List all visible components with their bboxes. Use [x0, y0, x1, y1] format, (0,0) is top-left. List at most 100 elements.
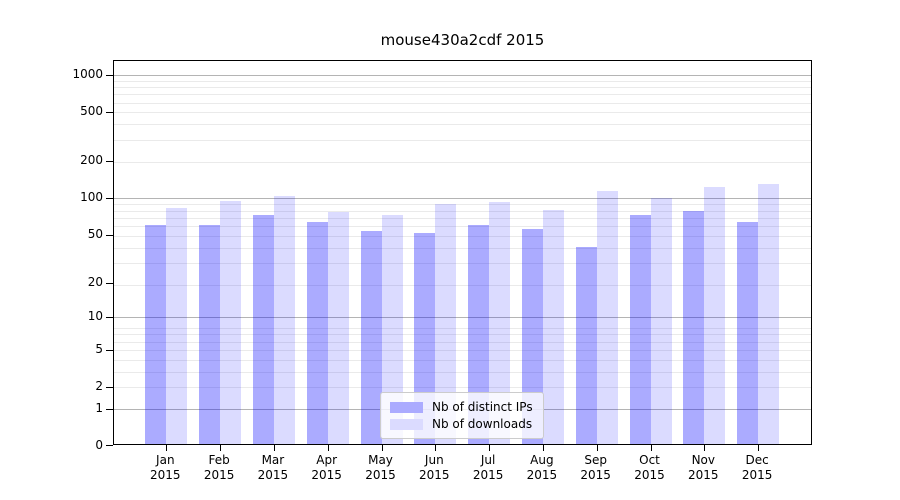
y-gridline-minor [114, 87, 811, 89]
y-axis-tick [106, 112, 113, 114]
y-tick-label: 1 [95, 400, 103, 415]
y-tick-label: 20 [87, 274, 103, 289]
y-axis-tick [106, 317, 113, 319]
y-gridline-minor [114, 263, 811, 265]
x-axis-tick [758, 444, 760, 451]
bar-distinct-ips [360, 230, 382, 444]
bar-downloads [758, 183, 780, 444]
y-axis-tick [106, 161, 113, 163]
x-axis-tick [273, 444, 275, 451]
bar-downloads [542, 210, 564, 444]
y-gridline-minor [114, 247, 811, 249]
x-axis-tick [166, 444, 168, 451]
y-tick-label: 500 [80, 104, 103, 119]
bar-distinct-ips [306, 222, 328, 444]
x-axis-tick [489, 444, 491, 451]
x-tick-label: Sep 2015 [580, 453, 611, 482]
y-gridline-minor [114, 102, 811, 104]
x-tick-label: Apr 2015 [311, 453, 342, 482]
bar-distinct-ips [737, 221, 759, 444]
x-axis-tick [542, 444, 544, 451]
bar-distinct-ips [575, 247, 597, 444]
bar-downloads [489, 202, 511, 444]
legend-label-downloads: Nb of downloads [432, 417, 533, 431]
legend-label-distinct-ips: Nb of distinct IPs [432, 400, 533, 414]
y-gridline-minor [114, 139, 811, 141]
legend-item-distinct-ips: Nb of distinct IPs [390, 399, 534, 415]
y-gridline-minor [114, 217, 811, 219]
y-tick-label: 1000 [72, 67, 103, 82]
bar-downloads [650, 198, 672, 444]
legend-item-downloads: Nb of downloads [390, 416, 534, 432]
y-gridline-minor [114, 210, 811, 212]
y-gridline-major [114, 75, 811, 77]
x-tick-label: Aug 2015 [526, 453, 558, 482]
y-gridline-minor [114, 285, 811, 287]
bar-downloads [596, 191, 618, 444]
plot-area [106, 60, 812, 451]
bar-distinct-ips [414, 232, 436, 444]
bar-distinct-ips [521, 228, 543, 444]
x-tick-label: Feb 2015 [203, 453, 235, 482]
y-tick-label: 100 [80, 190, 103, 205]
x-axis-tick [381, 444, 383, 451]
y-gridline-major [114, 198, 811, 200]
x-tick-label: Mar 2015 [257, 453, 289, 482]
y-tick-label: 5 [95, 341, 103, 356]
bar-downloads [220, 201, 242, 444]
y-gridline-major [114, 317, 811, 319]
y-gridline-minor [114, 371, 811, 373]
y-tick-label: 50 [87, 226, 103, 241]
y-gridline-minor [114, 94, 811, 96]
legend-swatch-downloads [390, 418, 423, 430]
y-gridline-minor [114, 112, 811, 114]
bar-downloads [166, 208, 188, 444]
x-axis-tick [220, 444, 222, 451]
y-gridline-minor [114, 359, 811, 361]
x-axis-tick [327, 444, 329, 451]
y-axis-tick [106, 75, 113, 77]
y-gridline-minor [114, 341, 811, 343]
y-tick-label: 0 [95, 438, 103, 452]
bar-distinct-ips [199, 225, 221, 444]
bar-distinct-ips [629, 215, 651, 444]
y-tick-label: 200 [80, 153, 103, 168]
y-tick-label: 10 [87, 309, 103, 324]
y-gridline-minor [114, 328, 811, 329]
y-gridline-minor [114, 161, 811, 163]
y-gridline-minor [114, 226, 811, 228]
y-gridline-minor [114, 387, 811, 388]
x-axis-tick [435, 444, 437, 451]
x-tick-label: Nov 2015 [688, 453, 719, 482]
bar-distinct-ips [145, 225, 167, 444]
y-tick-label: 2 [95, 379, 103, 393]
x-tick-label: Jan 2015 [150, 453, 181, 482]
x-tick-label: May 2015 [365, 453, 396, 482]
y-gridline-minor [114, 349, 811, 351]
y-gridline-minor [114, 236, 811, 237]
legend: Nb of distinct IPs Nb of downloads [380, 392, 544, 439]
bar-distinct-ips [468, 225, 490, 444]
x-tick-label: Jun 2015 [419, 453, 450, 482]
y-axis-tick [106, 234, 113, 236]
bar-downloads [327, 212, 349, 444]
bar-distinct-ips [252, 215, 274, 444]
y-axis-tick [106, 445, 113, 446]
y-gridline-minor [114, 204, 811, 206]
y-gridline-minor [114, 124, 811, 126]
x-tick-label: Oct 2015 [634, 453, 665, 482]
y-axis-tick [106, 387, 113, 388]
legend-swatch-distinct-ips [390, 401, 423, 413]
bar-distinct-ips [683, 210, 705, 444]
x-tick-label: Jul 2015 [472, 453, 504, 482]
x-axis-tick [596, 444, 598, 451]
bar-downloads [704, 187, 726, 444]
x-tick-label: Dec 2015 [741, 453, 773, 482]
y-gridline-minor [114, 80, 811, 82]
x-axis-tick [704, 444, 706, 451]
x-axis-tick [650, 444, 652, 451]
y-gridline-minor [114, 334, 811, 336]
y-axis-tick [106, 349, 113, 351]
y-axis-tick [106, 282, 113, 284]
